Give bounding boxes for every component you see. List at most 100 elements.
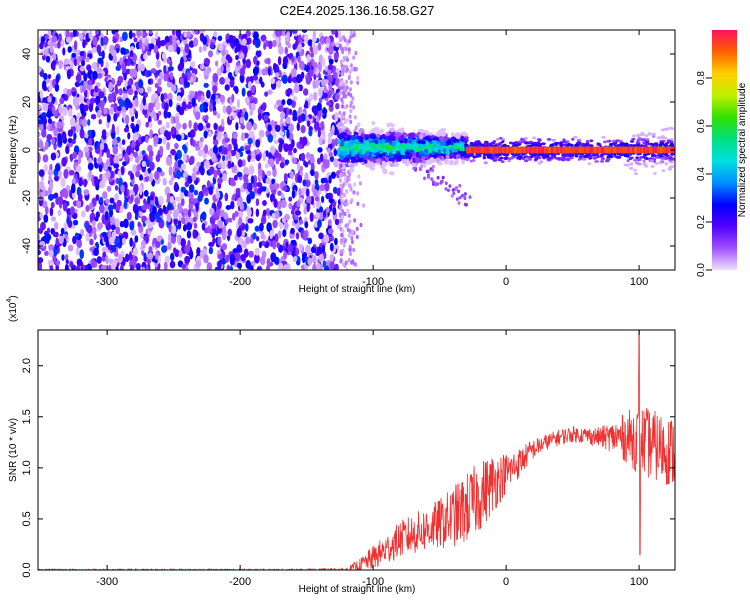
heatmap-cell <box>140 232 144 239</box>
heatmap-cell <box>123 73 127 81</box>
heatmap-cell <box>46 134 53 141</box>
heatmap-cell <box>221 50 226 57</box>
heatmap-cell <box>62 47 66 56</box>
heatmap-cell <box>48 174 52 182</box>
heatmap-cell <box>216 168 221 176</box>
heatmap-cell <box>43 164 48 172</box>
heatmap-cell <box>345 137 351 141</box>
heatmap-cell <box>272 132 277 139</box>
heatmap-cell <box>175 116 179 124</box>
heatmap-cell <box>98 119 102 125</box>
heatmap-cell <box>132 32 136 38</box>
heatmap-cell <box>327 192 333 200</box>
heatmap-cell <box>553 142 559 145</box>
heatmap-cell <box>396 141 400 147</box>
heatmap-cell <box>95 147 101 154</box>
heatmap-cell <box>234 86 239 95</box>
heatmap-cell <box>216 99 220 105</box>
heatmap-cell <box>314 196 320 202</box>
heatmap-cell <box>42 154 49 163</box>
heatmap-cell <box>272 39 277 48</box>
heatmap-cell <box>78 33 84 40</box>
heatmap-cell <box>554 143 558 147</box>
heatmap-cell <box>69 261 74 268</box>
heatmap-cell <box>353 131 359 136</box>
heatmap-cell <box>86 64 92 71</box>
heatmap-cell <box>340 63 344 68</box>
heatmap-cell <box>408 144 413 151</box>
heatmap-cell <box>632 144 638 148</box>
heatmap-cell <box>312 263 317 270</box>
heatmap-cell <box>310 195 315 205</box>
heatmap-cell <box>633 168 637 172</box>
heatmap-cell <box>626 163 630 167</box>
heatmap-cell <box>286 129 290 139</box>
heatmap-cell <box>636 140 640 144</box>
heatmap-cell <box>224 84 230 91</box>
heatmap-cell <box>212 139 219 146</box>
heatmap-cell <box>158 195 164 206</box>
heatmap-cell <box>88 30 93 40</box>
heatmap-cell <box>222 147 228 155</box>
heatmap-cell <box>278 143 283 153</box>
heatmap-cell <box>118 141 123 150</box>
heatmap-cell <box>169 195 175 204</box>
heatmap-cell <box>228 217 233 223</box>
heatmap-cell <box>340 173 344 178</box>
heatmap-cell <box>96 110 102 118</box>
heatmap-cell <box>206 180 211 188</box>
heatmap-cell <box>529 140 533 144</box>
heatmap-cell <box>242 45 248 55</box>
heatmap-cell <box>136 30 141 38</box>
heatmap-cell <box>342 125 346 130</box>
heatmap-cell <box>108 258 114 265</box>
heatmap-cell <box>224 77 230 85</box>
heatmap-cell <box>166 141 171 151</box>
heatmap-cell <box>442 147 447 153</box>
heatmap-cell <box>139 211 143 218</box>
heatmap-cell <box>44 250 49 256</box>
heatmap-cell <box>40 50 45 56</box>
heatmap-cell <box>238 216 243 226</box>
heatmap-cell <box>423 176 426 181</box>
heatmap-cell <box>348 142 352 147</box>
heatmap-cell <box>225 49 229 56</box>
heatmap-cell <box>524 141 529 145</box>
heatmap-cell <box>313 107 318 116</box>
heatmap-cell <box>308 129 313 137</box>
heatmap-cell <box>241 38 247 46</box>
heatmap-cell <box>245 30 251 37</box>
heatmap-cell <box>252 74 259 81</box>
heatmap-cell <box>296 74 302 84</box>
heatmap-cell <box>194 105 199 112</box>
heatmap-cell <box>51 35 58 43</box>
heatmap-cell <box>129 189 135 198</box>
heatmap-cell <box>335 263 339 270</box>
heatmap-cell <box>229 79 235 88</box>
heatmap-cell <box>419 159 423 163</box>
heatmap-cell <box>445 149 451 156</box>
heatmap-cell <box>279 161 285 169</box>
heatmap-cell <box>256 266 262 270</box>
heatmap-cell <box>347 176 351 182</box>
heatmap-cell <box>363 155 369 161</box>
heatmap-cell <box>195 202 199 212</box>
heatmap-cell <box>243 166 249 176</box>
heatmap-cell <box>333 157 339 168</box>
heatmap-cell <box>645 134 649 138</box>
heatmap-cell <box>330 235 334 242</box>
heatmap-cell <box>340 198 344 203</box>
heatmap-cell <box>62 202 68 212</box>
heatmap-cell <box>333 52 339 61</box>
heatmap-cell <box>307 237 313 245</box>
heatmap-cell <box>489 142 494 146</box>
heatmap-cell <box>297 34 302 44</box>
heatmap-cell <box>78 95 84 104</box>
heatmap-cell <box>153 113 157 122</box>
heatmap-cell <box>213 169 218 180</box>
heatmap-cell <box>231 93 235 103</box>
heatmap-cell <box>98 51 103 57</box>
heatmap-cell <box>430 177 434 181</box>
heatmap-cell <box>239 238 243 245</box>
heatmap-cell <box>339 85 343 91</box>
